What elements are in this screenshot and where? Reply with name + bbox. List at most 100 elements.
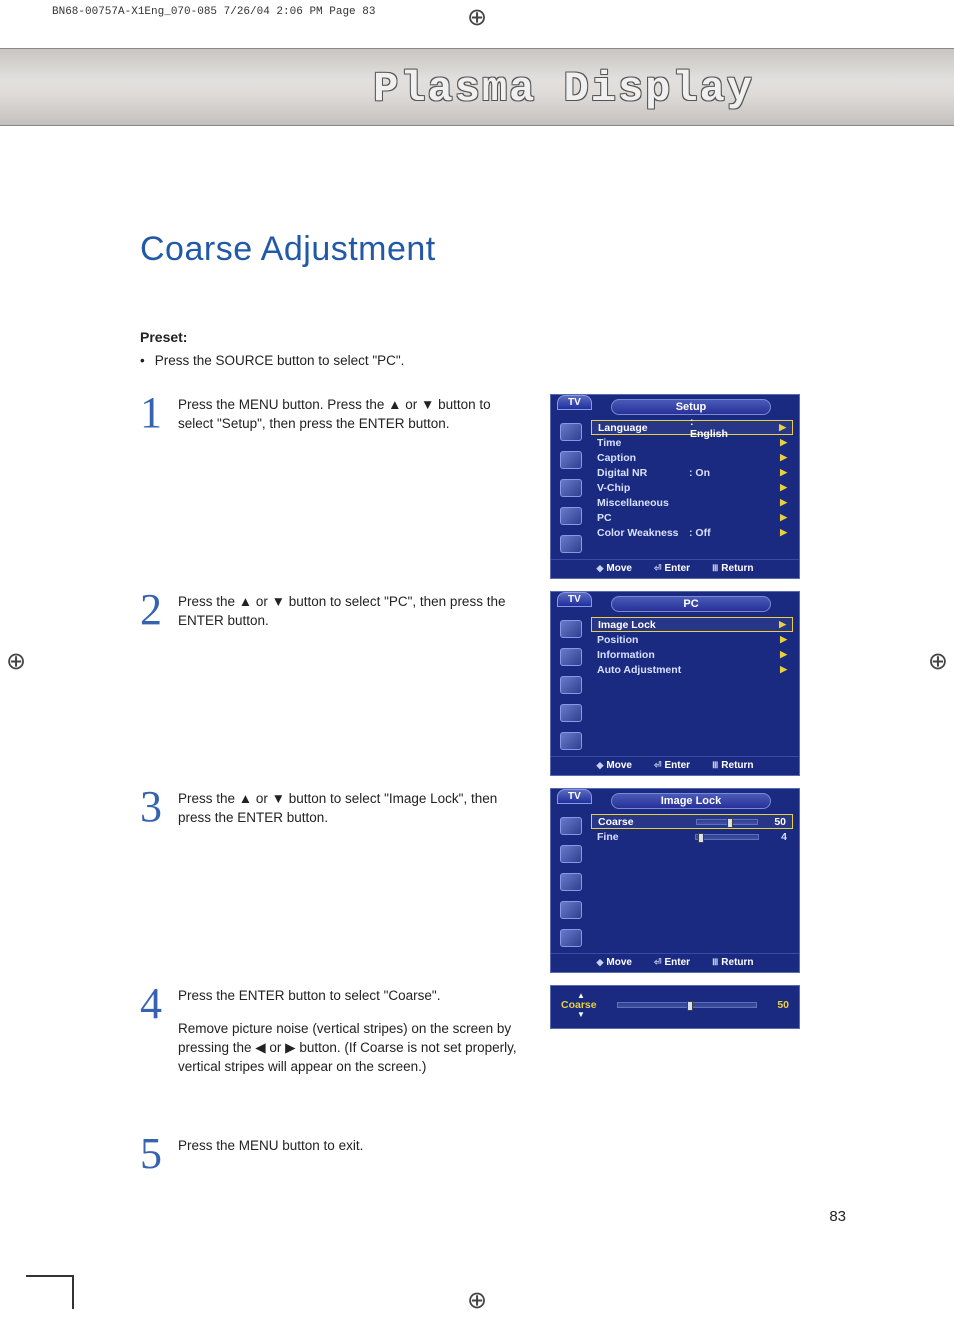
step-text: Press the ▲ or ▼ button to select "PC", … [178, 591, 526, 631]
osd-menu-item: Caption ▶ [591, 450, 793, 465]
print-header: BN68-00757A-X1Eng_070-085 7/26/04 2:06 P… [52, 6, 375, 18]
step-number: 2 [140, 591, 178, 628]
chevron-right-icon: ▶ [780, 452, 787, 463]
osd-item-label: Caption [597, 452, 689, 464]
osd-item-label: PC [597, 512, 689, 524]
osd-icon [560, 423, 582, 441]
footer-move: Move [606, 957, 632, 968]
footer-enter: Enter [665, 957, 691, 968]
footer-return: Return [721, 760, 753, 771]
step-number: 3 [140, 788, 178, 825]
osd-menu-item: PC ▶ [591, 510, 793, 525]
osd-menu-item: Position ▶ [591, 632, 793, 647]
osd-icon [560, 507, 582, 525]
osd-pc: TV PC Image Lock▶Position▶Information▶Au… [550, 591, 800, 776]
banner: Plasma Display [0, 48, 954, 126]
osd-tab: TV [557, 395, 592, 410]
slider-knob [727, 818, 733, 828]
osd-item-label: Auto Adjustment [597, 664, 689, 676]
osd-item-value: : English [690, 416, 728, 440]
osd-menu-item: Miscellaneous ▶ [591, 495, 793, 510]
chevron-right-icon: ▶ [780, 634, 787, 645]
osd-title: Image Lock [611, 793, 771, 809]
osd-icon-rail [551, 417, 591, 559]
slider-track [695, 834, 759, 840]
osd-icon [560, 620, 582, 638]
osd-item-label: Information [597, 649, 689, 661]
up-arrow-icon: ▲ [577, 992, 789, 999]
crop-mark [26, 1275, 74, 1277]
preset-text: Press the SOURCE button to select "PC". [158, 353, 800, 368]
osd-item-value: : Off [689, 527, 727, 539]
step-number: 1 [140, 394, 178, 431]
osd-item-label: Coarse [598, 816, 690, 828]
osd-icon [560, 873, 582, 891]
chevron-right-icon: ▶ [780, 649, 787, 660]
osd-item-label: V-Chip [597, 482, 689, 494]
osd-icon [560, 648, 582, 666]
footer-return: Return [721, 563, 753, 574]
osd-icon [560, 676, 582, 694]
osd-icon [560, 704, 582, 722]
osd-footer: ◆Move ⏎Enter ⅢReturn [551, 953, 799, 972]
osd-icon [560, 929, 582, 947]
osd-icon [560, 732, 582, 750]
slider-knob [687, 1001, 693, 1011]
osd-title: Setup [611, 399, 771, 415]
content: Coarse Adjustment Preset: Press the SOUR… [140, 230, 800, 1202]
step-number: 4 [140, 985, 178, 1022]
step-2: 2 Press the ▲ or ▼ button to select "PC"… [140, 591, 800, 776]
osd-menu-item: Coarse 50 [591, 814, 793, 829]
page-number: 83 [829, 1208, 846, 1225]
slider-track [617, 1002, 757, 1008]
osd-item-label: Time [597, 437, 689, 449]
osd-item-label: Miscellaneous [597, 497, 689, 509]
osd-icon [560, 901, 582, 919]
chevron-right-icon: ▶ [780, 527, 787, 538]
osd-item-label: Position [597, 634, 689, 646]
banner-title: Plasma Display [373, 65, 754, 113]
chevron-right-icon: ▶ [780, 512, 787, 523]
osd-menu-item: V-Chip▶ [591, 480, 793, 495]
osd-list: Language: English▶Time▶Caption▶Digital N… [591, 417, 799, 559]
osd-tab: TV [557, 592, 592, 607]
step-text: Press the ENTER button to select "Coarse… [178, 985, 526, 1077]
step-text: Press the ▲ or ▼ button to select "Image… [178, 788, 526, 828]
osd-icon [560, 535, 582, 553]
slider-label: Coarse [561, 999, 609, 1011]
footer-enter: Enter [665, 563, 691, 574]
osd-icon [560, 845, 582, 863]
osd-menu-item: Color Weakness: Off▶ [591, 525, 793, 540]
osd-item-value: : On [689, 467, 727, 479]
footer-return: Return [721, 957, 753, 968]
step-text: Press the MENU button to exit. [178, 1135, 526, 1156]
osd-footer: ◆Move ⏎Enter ⅢReturn [551, 756, 799, 775]
footer-move: Move [606, 760, 632, 771]
osd-menu-item: Information ▶ [591, 647, 793, 662]
osd-icon [560, 451, 582, 469]
chevron-right-icon: ▶ [780, 664, 787, 675]
osd-menu-item: Language: English▶ [591, 420, 793, 435]
osd-item-value: 50 [764, 816, 786, 828]
osd-coarse-slider: ▲ Coarse 50 ▼ [550, 985, 800, 1029]
osd-list: Image Lock▶Position▶Information▶Auto Adj… [591, 614, 799, 756]
osd-menu-item: Auto Adjustment ▶ [591, 662, 793, 677]
chevron-right-icon: ▶ [780, 497, 787, 508]
preset-label: Preset: [140, 329, 800, 345]
osd-image-lock: TV Image Lock Coarse50Fine4 ◆Move ⏎Enter [550, 788, 800, 973]
osd-menu-item: Fine4 [591, 829, 793, 844]
osd-footer: ◆Move ⏎Enter ⅢReturn [551, 559, 799, 578]
chevron-right-icon: ▶ [779, 619, 786, 630]
osd-list: Coarse 50Fine4 [591, 811, 799, 953]
osd-icon [560, 479, 582, 497]
osd-icon-rail [551, 614, 591, 756]
step-text: Press the MENU button. Press the ▲ or ▼ … [178, 394, 526, 434]
register-mark-top: ⊕ [467, 3, 487, 32]
down-arrow-icon: ▼ [577, 1011, 789, 1018]
step-number: 5 [140, 1135, 178, 1172]
osd-menu-item: Image Lock▶ [591, 617, 793, 632]
footer-move: Move [606, 563, 632, 574]
step-text-line1: Press the ENTER button to select "Coarse… [178, 987, 526, 1006]
osd-icon-rail [551, 811, 591, 953]
page-title: Coarse Adjustment [140, 230, 800, 269]
